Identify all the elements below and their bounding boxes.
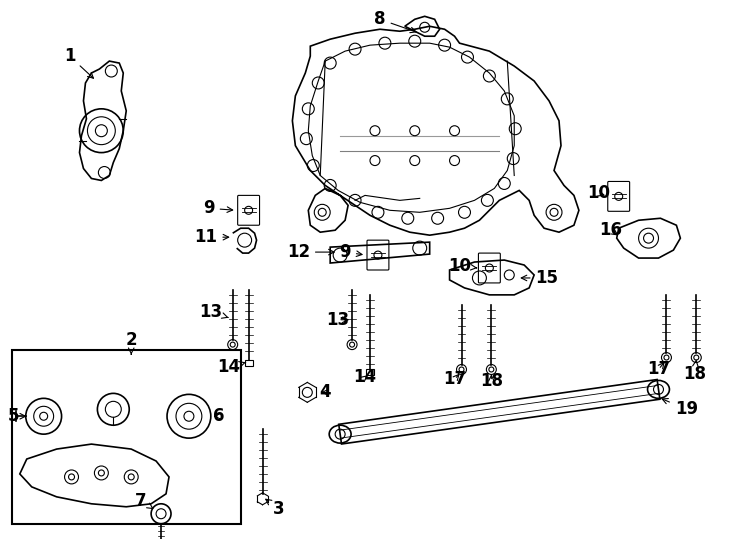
Text: 9: 9 [339,243,362,261]
Text: 15: 15 [521,269,559,287]
Text: 14: 14 [354,368,377,387]
Text: 19: 19 [662,399,698,418]
Text: 5: 5 [8,407,26,425]
Text: 9: 9 [203,199,233,217]
Text: 12: 12 [287,243,334,261]
Text: 18: 18 [480,373,503,390]
Text: 2: 2 [126,330,137,354]
Text: 10: 10 [448,257,476,275]
Text: 11: 11 [195,228,229,246]
Text: 16: 16 [599,221,622,239]
Text: 17: 17 [647,361,670,379]
Text: 1: 1 [64,47,93,78]
Text: 18: 18 [683,360,706,383]
Text: 6: 6 [213,407,225,425]
Text: 7: 7 [135,492,153,510]
Text: 13: 13 [199,303,228,321]
Text: 13: 13 [327,310,349,329]
Text: 10: 10 [587,184,610,202]
Text: 4: 4 [319,383,331,401]
Text: 17: 17 [443,370,466,388]
Text: 3: 3 [266,500,284,518]
Text: 8: 8 [374,10,416,33]
Text: 14: 14 [217,359,246,376]
